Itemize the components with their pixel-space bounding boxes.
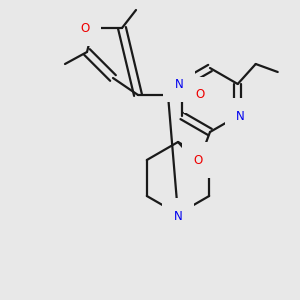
Text: N: N bbox=[236, 110, 245, 122]
Text: N: N bbox=[174, 209, 182, 223]
Text: O: O bbox=[80, 22, 90, 34]
Text: O: O bbox=[195, 88, 205, 101]
Text: N: N bbox=[175, 77, 184, 91]
Text: O: O bbox=[194, 154, 202, 166]
